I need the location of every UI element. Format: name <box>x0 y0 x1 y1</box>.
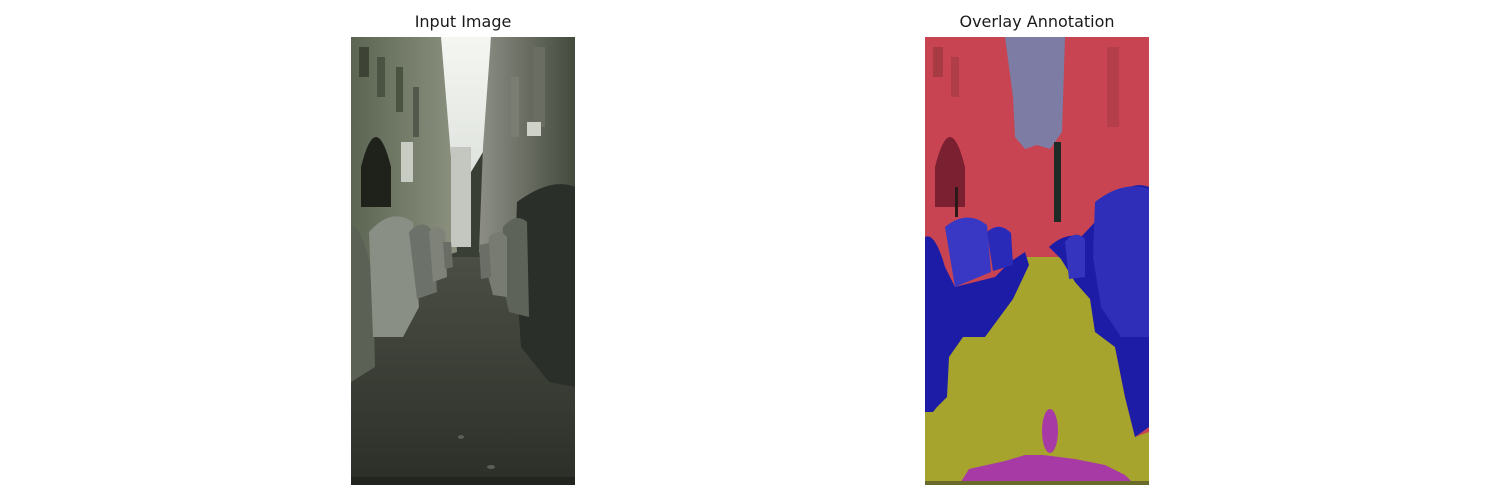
overlay-annotation-scene <box>925 37 1149 485</box>
input-image-scene <box>351 37 575 485</box>
overlay-annotation-title: Overlay Annotation <box>959 12 1115 31</box>
input-image <box>351 37 575 485</box>
input-image-title: Input Image <box>414 12 512 31</box>
overlay-annotation-image <box>925 37 1149 485</box>
